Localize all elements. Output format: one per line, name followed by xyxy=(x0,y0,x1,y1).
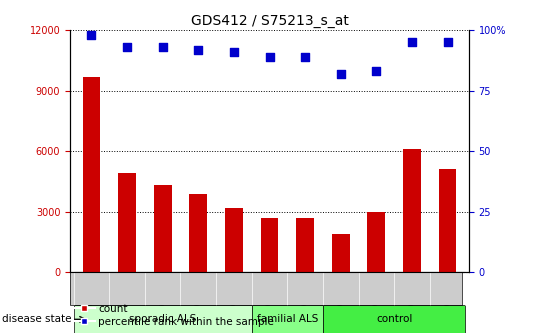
FancyBboxPatch shape xyxy=(252,305,323,333)
Bar xyxy=(154,185,171,272)
Point xyxy=(123,44,132,50)
Point xyxy=(443,40,452,45)
Point xyxy=(87,32,96,38)
Bar xyxy=(332,234,350,272)
Bar xyxy=(260,218,279,272)
Point xyxy=(230,49,238,55)
Text: disease state: disease state xyxy=(2,314,72,324)
FancyBboxPatch shape xyxy=(323,305,465,333)
Bar xyxy=(368,212,385,272)
FancyBboxPatch shape xyxy=(74,305,252,333)
Bar xyxy=(439,169,457,272)
FancyBboxPatch shape xyxy=(70,272,462,305)
Text: sporadic ALS: sporadic ALS xyxy=(129,314,196,324)
Legend: count, percentile rank within the sample: count, percentile rank within the sample xyxy=(70,299,278,331)
Point xyxy=(372,69,381,74)
Point xyxy=(265,54,274,59)
Bar xyxy=(189,194,207,272)
Bar xyxy=(225,208,243,272)
Point xyxy=(158,44,167,50)
Title: GDS412 / S75213_s_at: GDS412 / S75213_s_at xyxy=(191,14,348,28)
Bar xyxy=(82,77,100,272)
Bar xyxy=(296,218,314,272)
Bar xyxy=(403,149,421,272)
Point xyxy=(301,54,309,59)
Text: familial ALS: familial ALS xyxy=(257,314,318,324)
Point xyxy=(407,40,416,45)
Bar xyxy=(118,173,136,272)
Text: control: control xyxy=(376,314,412,324)
Point xyxy=(194,47,203,52)
Point xyxy=(336,71,345,77)
